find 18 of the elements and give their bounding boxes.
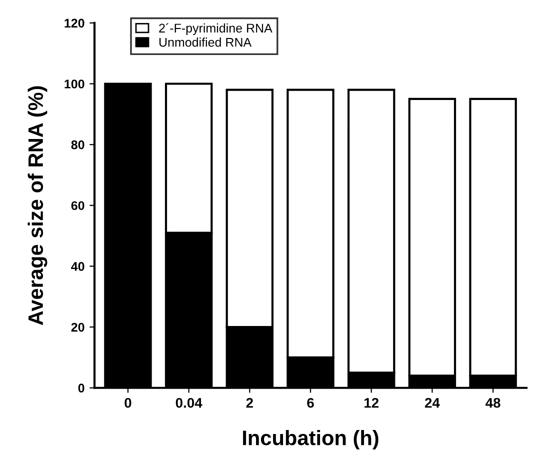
x-tick-label: 6: [307, 398, 314, 408]
x-tick-label: 24: [424, 398, 440, 408]
x-axis-title: Incubation (h): [243, 430, 378, 450]
x-tick-label: 2: [246, 398, 253, 408]
y-tick-label: 20: [71, 322, 84, 332]
legend-label: Unmodified RNA: [159, 38, 252, 47]
x-tick-label: 48: [486, 398, 500, 408]
y-tick-label: 60: [71, 201, 84, 210]
y-tick-label: 120: [64, 18, 84, 28]
legend-label: 2´-F-pyrimidine RNA: [159, 23, 272, 36]
x-tick-label: 12: [364, 398, 379, 408]
x-tick-label: 0.04: [176, 398, 202, 408]
y-tick-label: 0: [78, 384, 84, 393]
y-axis-title: Average size of RNA (%): [28, 86, 48, 326]
x-tick-label: 0: [124, 398, 132, 408]
y-tick-label: 40: [71, 262, 84, 271]
y-tick-label: 80: [71, 140, 84, 150]
y-tick-label: 100: [64, 80, 84, 88]
